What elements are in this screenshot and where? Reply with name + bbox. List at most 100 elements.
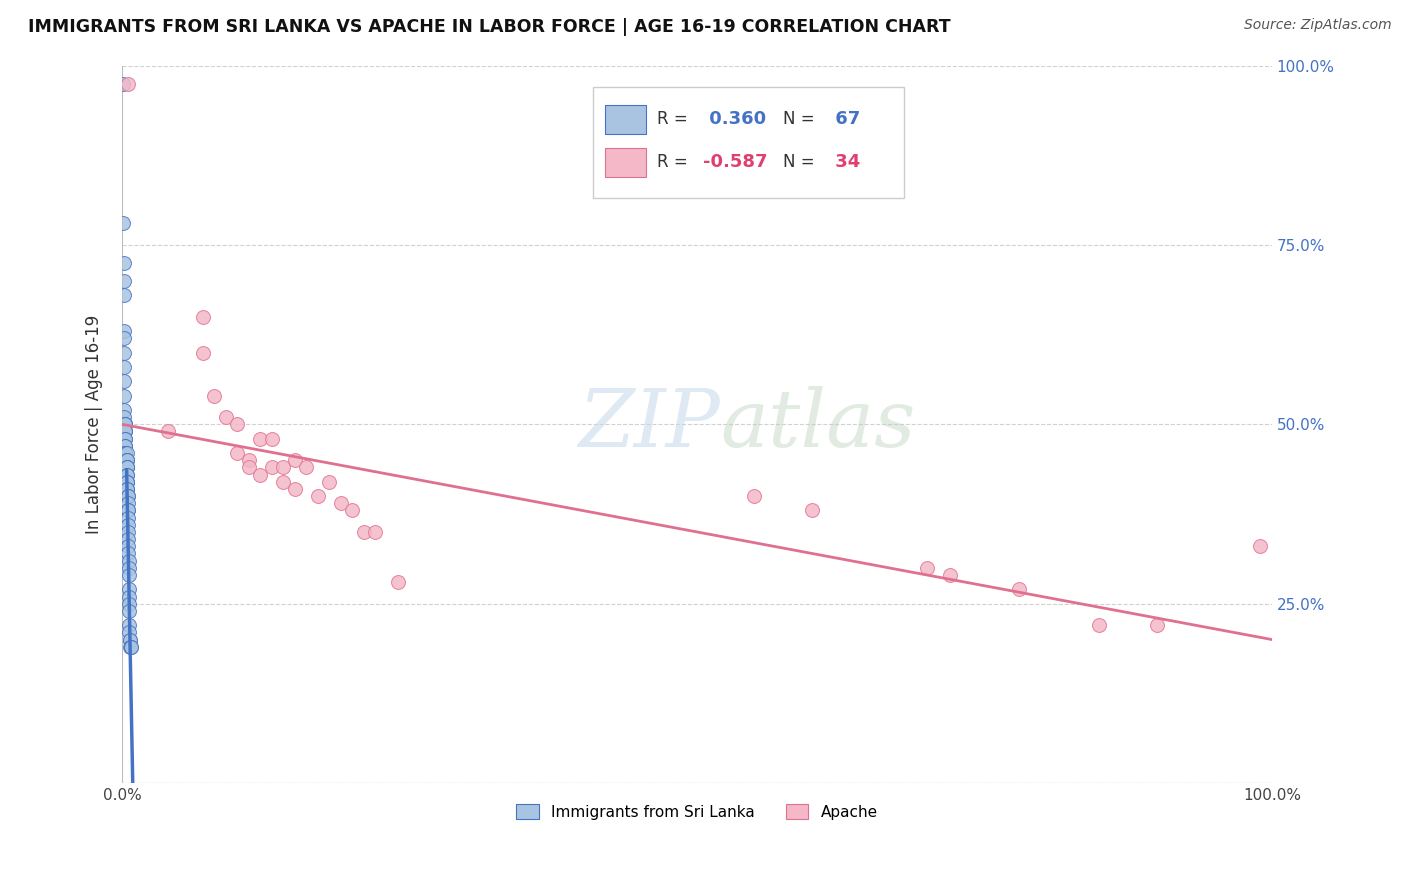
Point bbox=[114, 439, 136, 453]
Point bbox=[1008, 582, 1031, 597]
Point bbox=[117, 503, 139, 517]
Point bbox=[114, 432, 136, 446]
Text: N =: N = bbox=[783, 153, 815, 171]
Point bbox=[112, 77, 135, 91]
Point bbox=[112, 403, 135, 417]
Point bbox=[112, 331, 135, 345]
Point bbox=[120, 632, 142, 647]
Point bbox=[249, 467, 271, 482]
Point bbox=[114, 446, 136, 460]
Point bbox=[117, 77, 139, 91]
Point bbox=[202, 389, 225, 403]
Point bbox=[115, 453, 138, 467]
Point bbox=[283, 482, 305, 496]
Point bbox=[115, 475, 138, 489]
Point bbox=[115, 460, 138, 475]
Text: 67: 67 bbox=[830, 111, 860, 128]
Text: ZIP: ZIP bbox=[578, 385, 720, 463]
Point bbox=[271, 460, 294, 475]
Text: -0.587: -0.587 bbox=[703, 153, 768, 171]
Point bbox=[117, 489, 139, 503]
Point bbox=[118, 618, 141, 632]
Point bbox=[115, 482, 138, 496]
Point bbox=[114, 425, 136, 439]
Point bbox=[191, 310, 214, 324]
Point bbox=[115, 482, 138, 496]
Point bbox=[226, 417, 249, 432]
Point bbox=[260, 432, 283, 446]
Point bbox=[114, 417, 136, 432]
Point bbox=[157, 425, 180, 439]
Point bbox=[318, 475, 340, 489]
Point bbox=[114, 446, 136, 460]
FancyBboxPatch shape bbox=[605, 105, 647, 134]
Point bbox=[114, 425, 136, 439]
Point bbox=[939, 568, 962, 582]
Point bbox=[114, 417, 136, 432]
Point bbox=[214, 410, 236, 425]
Point bbox=[249, 432, 271, 446]
Point bbox=[114, 439, 136, 453]
Point bbox=[238, 460, 260, 475]
Point bbox=[117, 510, 139, 524]
Point bbox=[118, 568, 141, 582]
Point bbox=[117, 524, 139, 539]
Point bbox=[353, 524, 375, 539]
Point bbox=[1088, 618, 1111, 632]
FancyBboxPatch shape bbox=[593, 87, 904, 198]
Point bbox=[114, 425, 136, 439]
Point bbox=[226, 446, 249, 460]
Point bbox=[238, 453, 260, 467]
Point bbox=[115, 460, 138, 475]
Text: N =: N = bbox=[783, 111, 815, 128]
Point bbox=[112, 374, 135, 388]
Point bbox=[115, 453, 138, 467]
Point bbox=[120, 640, 142, 654]
Point bbox=[114, 446, 136, 460]
Point bbox=[120, 640, 142, 654]
Point bbox=[117, 546, 139, 560]
Text: 0.360: 0.360 bbox=[703, 111, 766, 128]
Point bbox=[112, 345, 135, 359]
Point bbox=[800, 503, 823, 517]
Point bbox=[112, 359, 135, 374]
Point bbox=[115, 475, 138, 489]
Point bbox=[118, 554, 141, 568]
Point bbox=[340, 503, 363, 517]
Point bbox=[115, 467, 138, 482]
FancyBboxPatch shape bbox=[605, 148, 647, 177]
Legend: Immigrants from Sri Lanka, Apache: Immigrants from Sri Lanka, Apache bbox=[510, 797, 884, 826]
Point bbox=[118, 625, 141, 640]
Point bbox=[387, 575, 409, 590]
Point bbox=[283, 453, 305, 467]
Point bbox=[295, 460, 318, 475]
Point bbox=[115, 467, 138, 482]
Point bbox=[1249, 539, 1271, 553]
Point bbox=[915, 561, 938, 575]
Point bbox=[118, 590, 141, 604]
Text: 34: 34 bbox=[830, 153, 860, 171]
Text: atlas: atlas bbox=[720, 385, 915, 463]
Y-axis label: In Labor Force | Age 16-19: In Labor Force | Age 16-19 bbox=[86, 315, 103, 534]
Text: IMMIGRANTS FROM SRI LANKA VS APACHE IN LABOR FORCE | AGE 16-19 CORRELATION CHART: IMMIGRANTS FROM SRI LANKA VS APACHE IN L… bbox=[28, 18, 950, 36]
Text: R =: R = bbox=[657, 153, 688, 171]
Point bbox=[118, 604, 141, 618]
Point bbox=[112, 288, 135, 302]
Point bbox=[117, 532, 139, 546]
Point bbox=[115, 475, 138, 489]
Point bbox=[118, 561, 141, 575]
Point bbox=[744, 489, 766, 503]
Point bbox=[117, 503, 139, 517]
Point bbox=[120, 632, 142, 647]
Point bbox=[112, 256, 135, 270]
Point bbox=[112, 389, 135, 403]
Point bbox=[118, 582, 141, 597]
Point bbox=[329, 496, 352, 510]
Point bbox=[307, 489, 329, 503]
Point bbox=[117, 539, 139, 553]
Point bbox=[120, 640, 142, 654]
Point bbox=[114, 446, 136, 460]
Point bbox=[112, 410, 135, 425]
Text: Source: ZipAtlas.com: Source: ZipAtlas.com bbox=[1244, 18, 1392, 32]
Point bbox=[1146, 618, 1168, 632]
